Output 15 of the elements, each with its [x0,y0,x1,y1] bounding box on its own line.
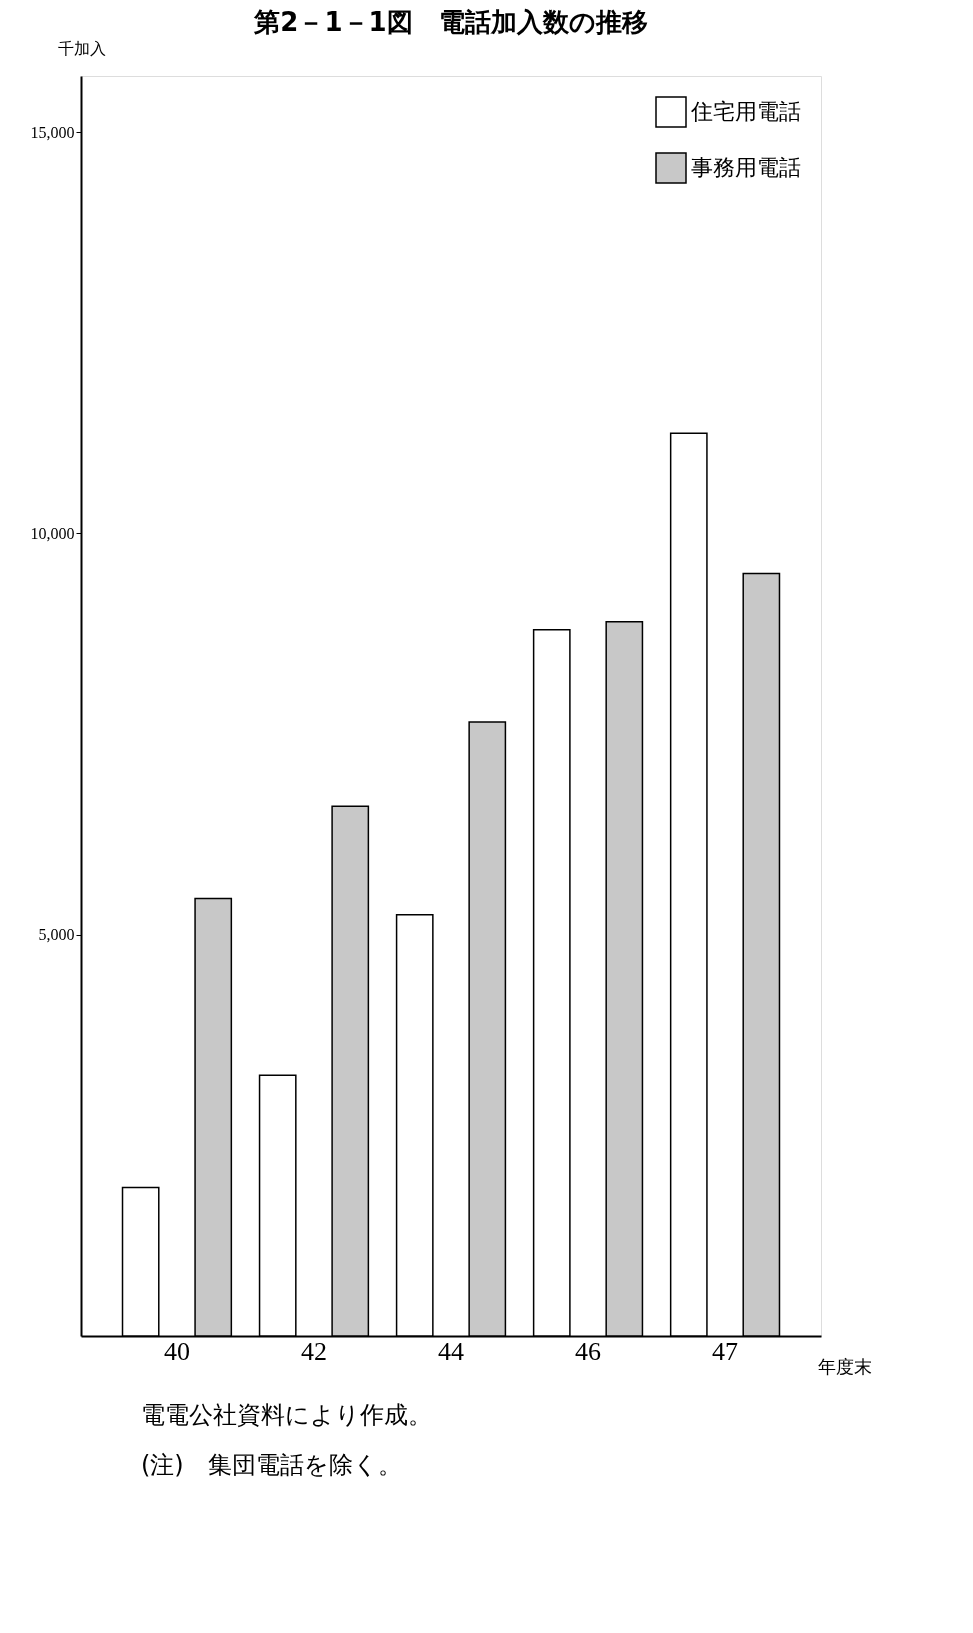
legend-label: 事務用電話 [691,155,801,180]
x-tick-label: 44 [438,1336,464,1366]
x-tick-label: 47 [712,1336,739,1366]
text: (注) 集団電話を除く。 [141,1451,402,1479]
text: 電電公社資料により作成。 [141,1401,432,1429]
legend-label: 住宅用電話 [690,99,801,124]
x-tick-label: 42 [300,1336,327,1366]
chart-title: 第2－1－1図 電話加入数の推移 [253,7,648,37]
y-axis-title: 千加入 [57,38,106,58]
y-tick-label: 15,000 [30,123,75,141]
x-tick-label: 40 [163,1336,190,1366]
x-axis-title: 年度末 [817,1355,872,1377]
y-tick-label: 10,000 [30,524,75,542]
y-tick-label: 5,000 [38,926,75,944]
x-tick-label: 46 [575,1336,602,1366]
